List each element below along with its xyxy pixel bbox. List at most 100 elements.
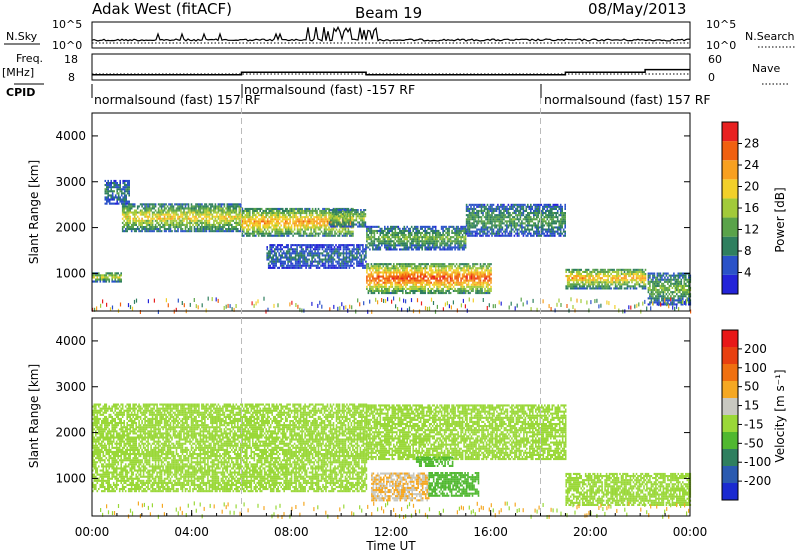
power-cell [296, 244, 298, 247]
power-cell [291, 262, 294, 265]
power-cell [387, 269, 389, 272]
power-cell [351, 244, 354, 247]
power-cell [512, 218, 514, 221]
power-cell [202, 230, 205, 233]
power-cell [482, 263, 485, 266]
power-cell [260, 234, 263, 237]
power-cell [400, 277, 403, 280]
power-cell [485, 212, 487, 215]
power-cell [376, 273, 379, 276]
power-cell [539, 220, 541, 223]
power-cell [391, 277, 394, 280]
power-cell [413, 279, 416, 282]
power-cell [494, 214, 496, 217]
power-cell [178, 209, 181, 212]
power-cell [527, 228, 529, 231]
power-cell [319, 224, 321, 227]
power-cell [190, 209, 193, 212]
power-cell [487, 271, 489, 274]
power-cell [419, 285, 422, 288]
power-cell [223, 221, 226, 224]
power-cell [283, 222, 285, 225]
power-cell [448, 265, 450, 268]
power-cell [305, 209, 308, 212]
power-cell [280, 234, 282, 237]
power-cell [407, 240, 410, 243]
power-cell [384, 271, 386, 274]
power-cell [220, 221, 223, 224]
power-cell [457, 234, 459, 237]
power-cell [147, 230, 149, 233]
power-cell [119, 188, 121, 191]
power-cell [347, 262, 349, 265]
power-cell [213, 211, 215, 214]
power-cell [385, 277, 388, 280]
power-cell [183, 219, 185, 222]
power-cell [256, 220, 258, 223]
power-cell [145, 209, 148, 212]
power-cell [442, 267, 444, 270]
power-cell [202, 207, 205, 210]
power-cell [277, 218, 279, 221]
power-cell [431, 227, 434, 230]
power-cell [154, 228, 157, 231]
power-cell [500, 212, 502, 215]
power-cell [296, 262, 298, 265]
power-cell [424, 244, 426, 247]
power-cell [323, 250, 325, 253]
power-cell [396, 283, 398, 286]
power-cell [473, 216, 475, 219]
power-data [92, 179, 692, 314]
power-cell [388, 292, 391, 295]
power-cell [437, 273, 440, 276]
power-cell [222, 203, 224, 206]
power-cell [485, 205, 487, 208]
power-cell [351, 209, 353, 212]
power-cell [279, 254, 282, 257]
power-cell [109, 272, 112, 275]
power-cell [347, 232, 350, 235]
power-cell [274, 222, 276, 225]
power-cell [534, 226, 537, 229]
power-cell [400, 273, 403, 276]
power-cell [437, 234, 440, 237]
power-cell [396, 285, 398, 288]
power-cell [299, 246, 301, 249]
power-cell [313, 220, 315, 223]
power-cell [422, 281, 425, 284]
power-cell [410, 273, 413, 276]
power-cell [259, 209, 261, 212]
power-cell [351, 225, 353, 228]
power-cell [255, 234, 257, 237]
power-cell [427, 225, 429, 228]
power-cell [446, 281, 449, 284]
power-cell [330, 246, 333, 249]
power-cell [225, 223, 227, 226]
power-cell [269, 264, 271, 267]
power-cell [349, 215, 352, 218]
power-cell [335, 250, 337, 253]
power-cell [285, 256, 288, 259]
power-cell [485, 265, 488, 268]
power-cell [181, 219, 184, 222]
power-cell [207, 213, 209, 216]
power-cell [129, 207, 131, 210]
power-cell [338, 244, 340, 247]
power-cell [465, 230, 468, 233]
power-cell [351, 264, 354, 267]
power-cell [463, 271, 465, 274]
power-cell [208, 215, 211, 218]
power-cell [270, 248, 273, 251]
power-cell [272, 214, 275, 217]
power-cell [199, 207, 202, 210]
power-cell [467, 292, 470, 295]
power-cell [460, 225, 462, 228]
power-cell [385, 279, 388, 282]
power-cell [304, 226, 306, 229]
power-cell [443, 240, 446, 243]
power-cell [454, 277, 456, 280]
power-cell [250, 218, 253, 221]
power-cell [237, 213, 239, 216]
power-cell [409, 269, 411, 272]
power-cell [476, 203, 478, 206]
